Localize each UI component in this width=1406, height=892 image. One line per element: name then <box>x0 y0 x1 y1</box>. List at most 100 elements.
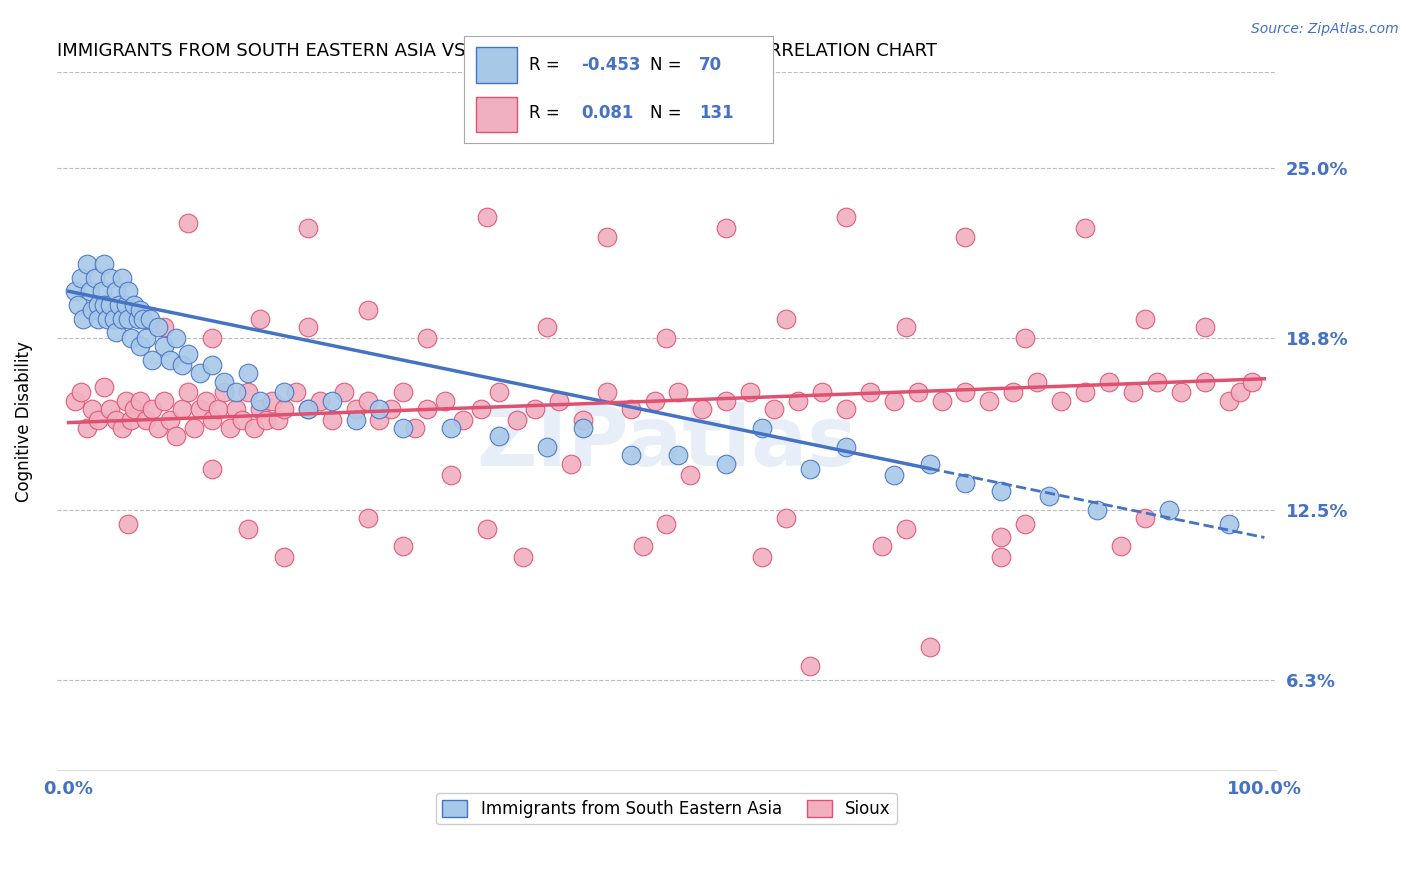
Point <box>124 298 146 312</box>
Point <box>440 467 463 482</box>
Point <box>188 367 211 381</box>
Point <box>201 331 224 345</box>
Point <box>225 401 247 416</box>
Point <box>273 549 295 564</box>
Point <box>72 311 94 326</box>
Point <box>918 457 941 471</box>
Point <box>165 331 187 345</box>
Point <box>63 285 86 299</box>
Point <box>918 640 941 654</box>
Text: ZIPatlas: ZIPatlas <box>477 401 858 483</box>
Point <box>236 385 259 400</box>
Point <box>321 413 343 427</box>
Point <box>1157 503 1180 517</box>
Point <box>107 298 129 312</box>
Point <box>368 401 391 416</box>
Point <box>668 449 690 463</box>
Point <box>117 285 139 299</box>
Point <box>512 549 534 564</box>
Point <box>129 303 152 318</box>
Point <box>595 385 617 400</box>
Point <box>344 401 367 416</box>
Point <box>153 319 176 334</box>
Point <box>835 401 858 416</box>
Point <box>236 522 259 536</box>
Point <box>344 413 367 427</box>
Point <box>159 352 181 367</box>
Point <box>129 339 152 353</box>
Text: 70: 70 <box>699 56 723 74</box>
Point <box>883 393 905 408</box>
Point <box>120 331 142 345</box>
Point <box>93 380 115 394</box>
Point <box>894 319 917 334</box>
Point <box>835 440 858 454</box>
Point <box>620 401 643 416</box>
Point <box>547 393 569 408</box>
Point <box>894 522 917 536</box>
Point <box>260 393 283 408</box>
Point <box>1038 490 1060 504</box>
Point <box>692 401 714 416</box>
Point <box>332 385 354 400</box>
Point <box>236 367 259 381</box>
Point <box>177 385 200 400</box>
Point <box>254 413 277 427</box>
Point <box>356 511 378 525</box>
Point <box>117 311 139 326</box>
Point <box>159 413 181 427</box>
Point <box>207 401 229 416</box>
Point <box>740 385 762 400</box>
Point <box>76 257 98 271</box>
Point <box>368 413 391 427</box>
Point <box>308 393 330 408</box>
Point <box>63 393 86 408</box>
Point <box>979 393 1001 408</box>
Point <box>644 393 666 408</box>
Point <box>451 413 474 427</box>
Point <box>416 401 439 416</box>
Text: 0.081: 0.081 <box>582 104 634 122</box>
Point <box>775 311 797 326</box>
Point <box>132 311 155 326</box>
Point <box>115 298 138 312</box>
Point <box>955 475 977 490</box>
Point <box>655 331 678 345</box>
Point <box>763 401 786 416</box>
Point <box>392 421 415 435</box>
Point <box>127 311 149 326</box>
Text: R =: R = <box>529 56 560 74</box>
Point <box>1170 385 1192 400</box>
Point <box>1014 516 1036 531</box>
Point <box>1074 385 1097 400</box>
Point <box>225 385 247 400</box>
Point <box>392 539 415 553</box>
Point <box>148 319 170 334</box>
Point <box>955 385 977 400</box>
Point <box>212 385 235 400</box>
Legend: Immigrants from South Eastern Asia, Sioux: Immigrants from South Eastern Asia, Siou… <box>436 793 897 824</box>
Point <box>990 549 1012 564</box>
Point <box>560 457 582 471</box>
Point <box>82 401 104 416</box>
Point <box>135 331 157 345</box>
Point <box>356 303 378 318</box>
Point <box>165 429 187 443</box>
Point <box>93 298 115 312</box>
Point <box>103 311 125 326</box>
Point <box>475 211 498 225</box>
Point <box>620 449 643 463</box>
Point <box>1002 385 1025 400</box>
Point <box>356 393 378 408</box>
Text: N =: N = <box>650 56 681 74</box>
Point <box>655 516 678 531</box>
Point <box>201 413 224 427</box>
Point <box>536 319 558 334</box>
Point <box>139 311 162 326</box>
Point <box>1109 539 1132 553</box>
Point <box>990 531 1012 545</box>
Point <box>177 347 200 361</box>
Point <box>117 516 139 531</box>
Point <box>105 285 128 299</box>
Point <box>91 285 114 299</box>
